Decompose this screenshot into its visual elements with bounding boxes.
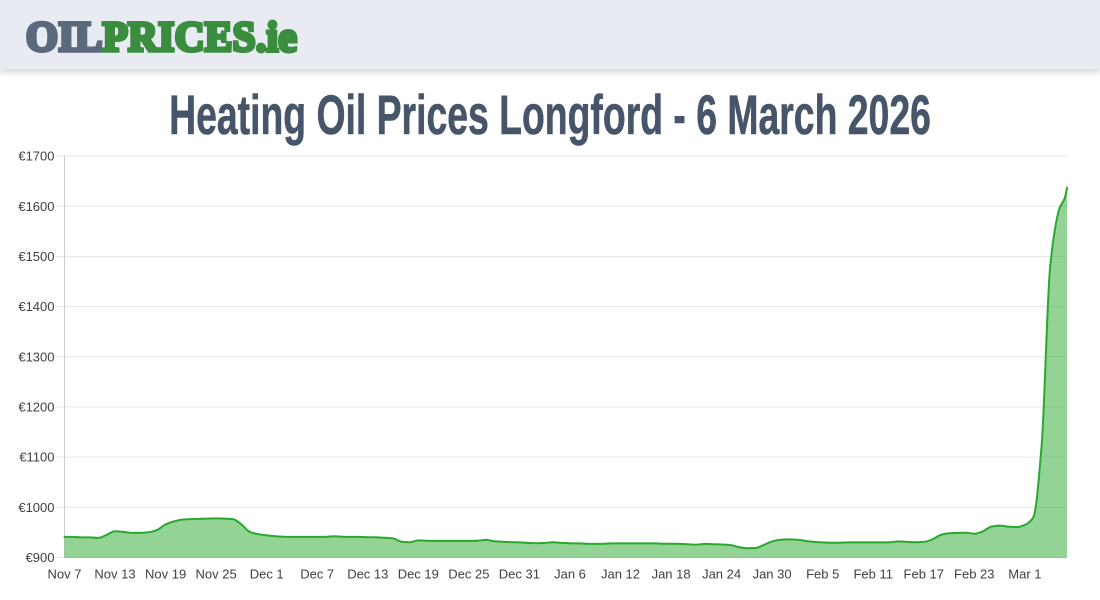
svg-text:Mar 1: Mar 1 [1008,567,1041,582]
svg-text:Jan 12: Jan 12 [601,567,640,582]
svg-text:€1100: €1100 [19,450,54,465]
svg-text:Feb 11: Feb 11 [853,567,893,582]
svg-text:€1400: €1400 [18,299,54,314]
svg-text:€1200: €1200 [18,400,54,415]
svg-text:Nov 13: Nov 13 [94,567,135,582]
svg-text:Feb 5: Feb 5 [806,567,839,582]
svg-text:€900: €900 [26,550,55,565]
svg-text:Nov 19: Nov 19 [145,567,186,582]
svg-text:Feb 17: Feb 17 [904,567,944,582]
svg-text:Jan 30: Jan 30 [753,567,792,582]
svg-text:Nov 25: Nov 25 [195,567,236,582]
svg-text:Dec 13: Dec 13 [347,567,388,582]
svg-text:Dec 1: Dec 1 [250,567,284,582]
svg-text:Dec 31: Dec 31 [499,567,540,582]
svg-text:€1600: €1600 [18,199,54,214]
svg-text:€1700: €1700 [18,149,54,164]
svg-text:Jan 24: Jan 24 [702,567,741,582]
svg-text:Nov 7: Nov 7 [48,567,82,582]
svg-text:Feb 23: Feb 23 [954,567,994,582]
svg-text:Dec 19: Dec 19 [398,567,439,582]
svg-text:€1300: €1300 [18,349,54,364]
svg-text:Dec 7: Dec 7 [300,567,334,582]
svg-text:Jan 18: Jan 18 [652,567,691,582]
svg-text:Dec 25: Dec 25 [448,567,489,582]
svg-text:€1000: €1000 [18,500,54,515]
svg-text:€1500: €1500 [18,249,54,264]
svg-text:Jan 6: Jan 6 [554,567,586,582]
